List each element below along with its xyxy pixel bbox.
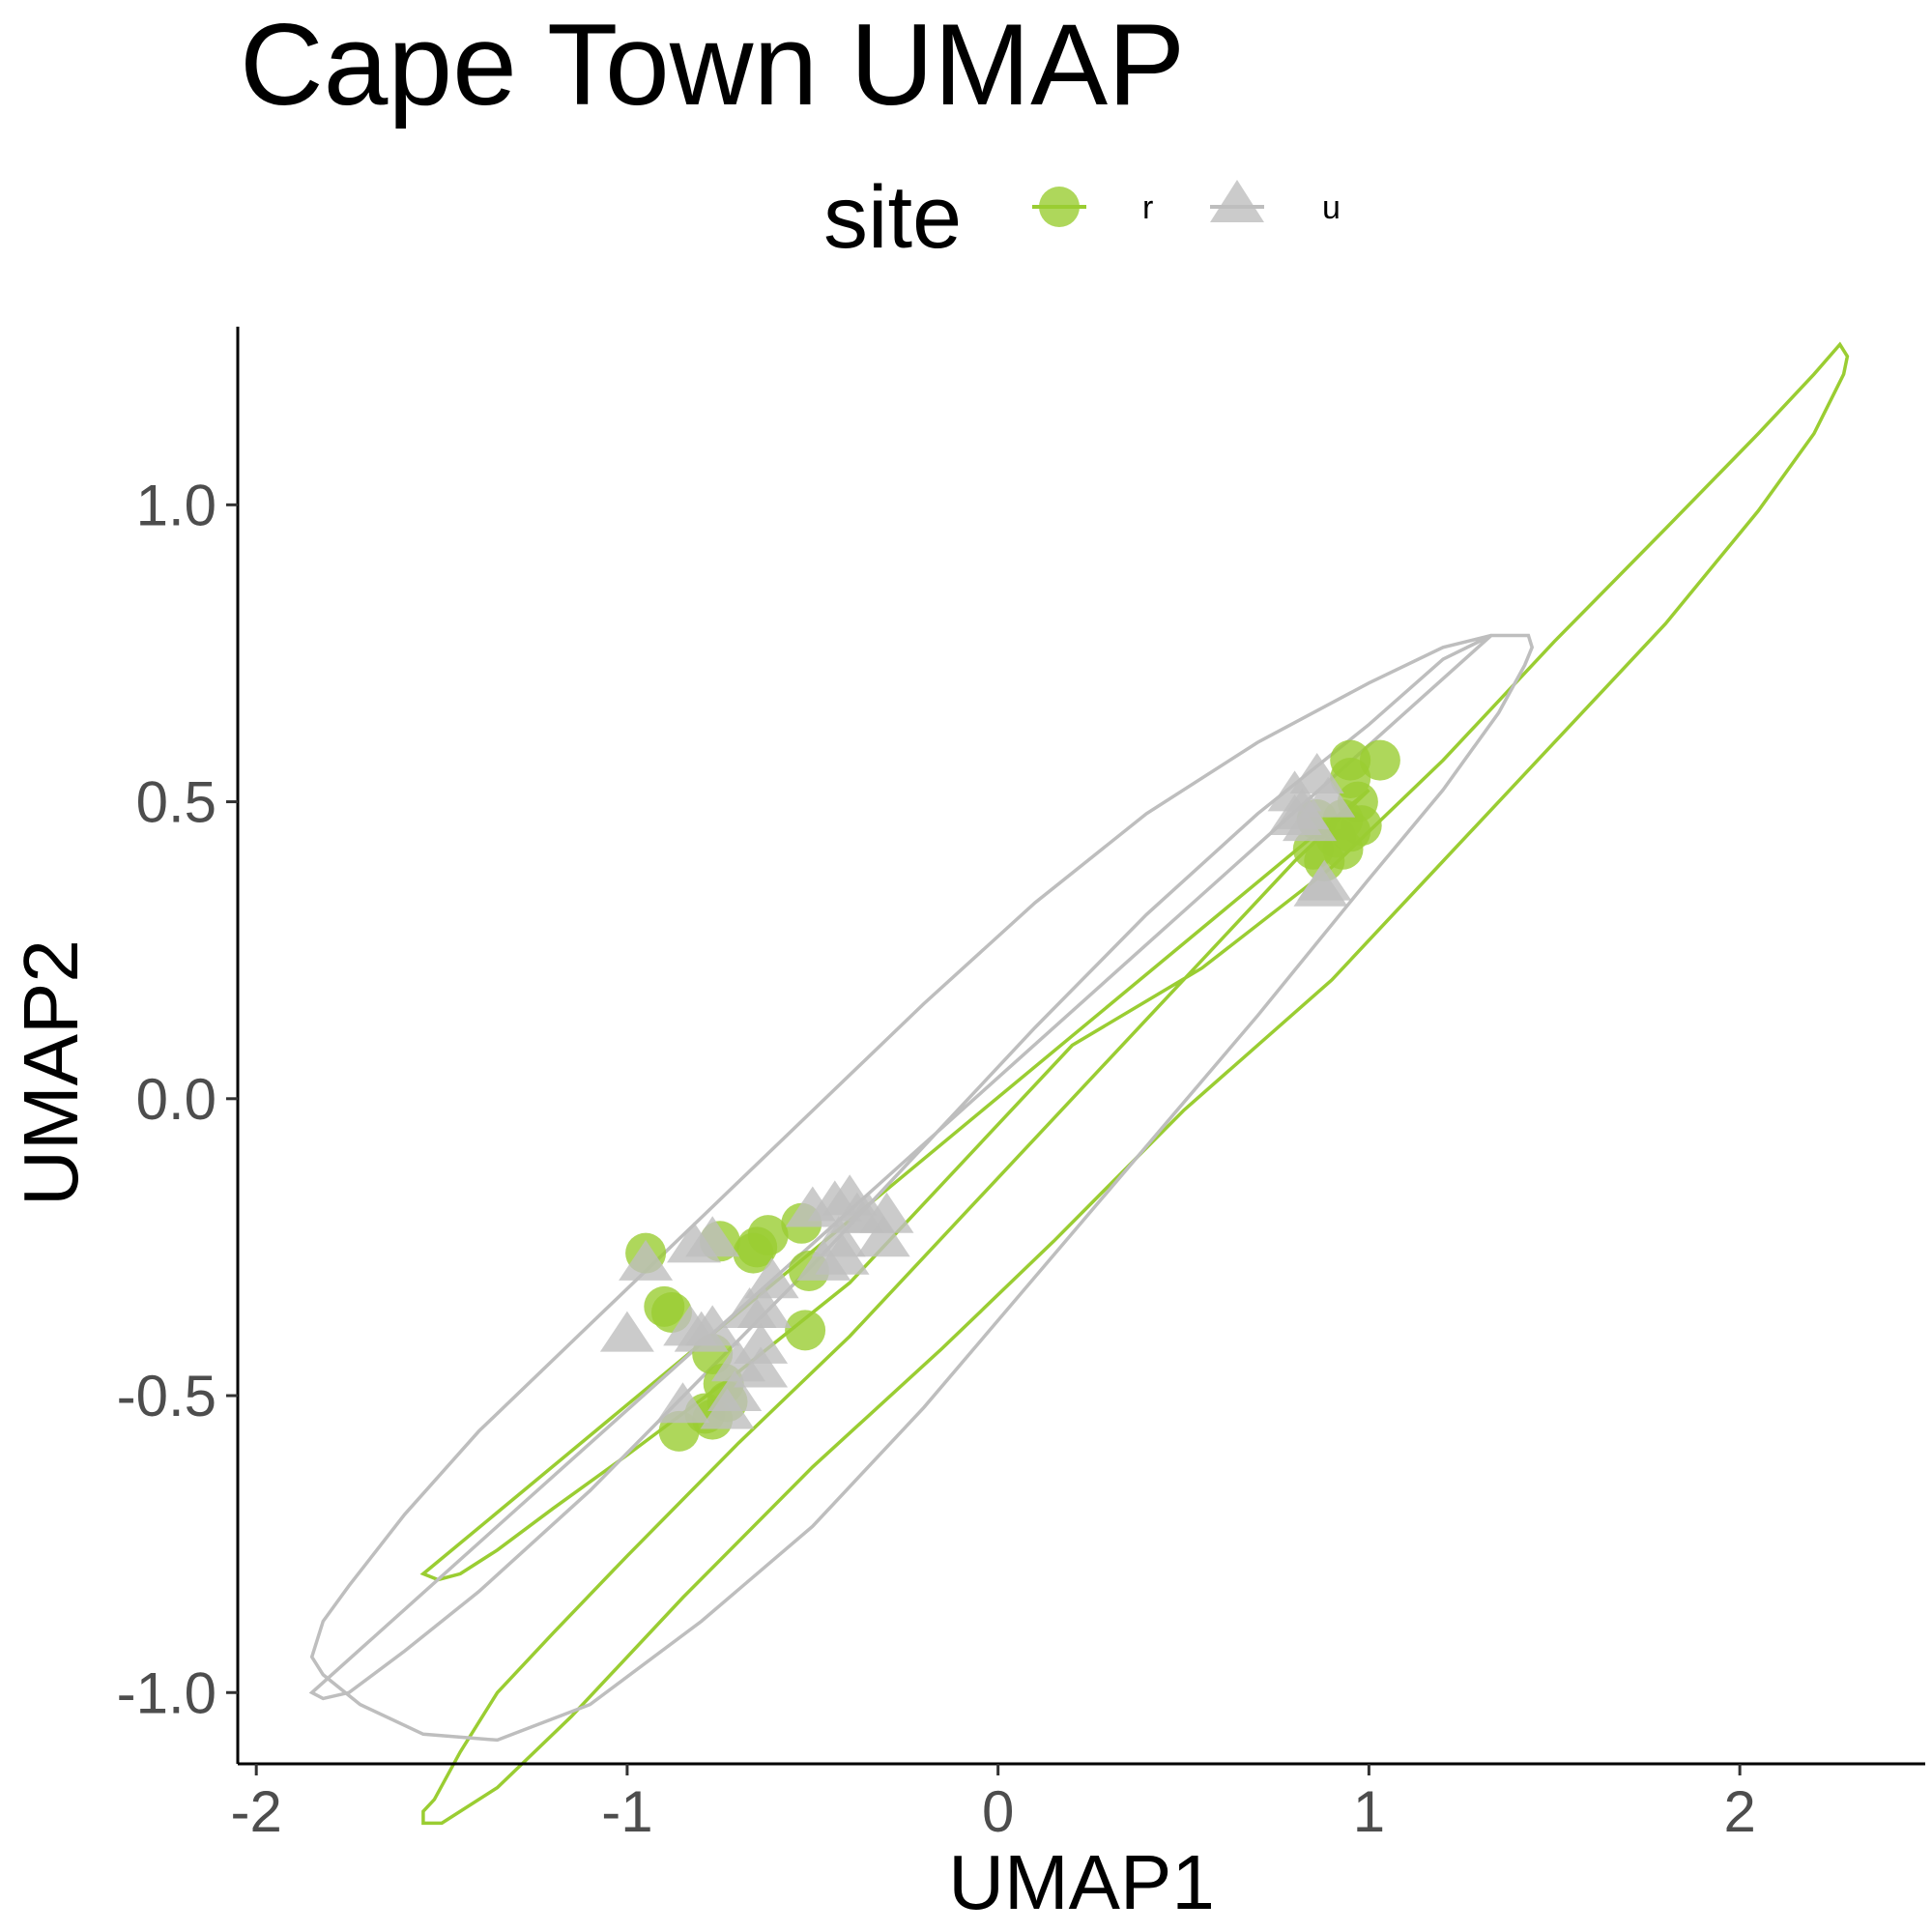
confidence-ellipse-u [308,633,1535,1743]
x-tick-label: 2 [1723,1779,1755,1844]
y-tick-label: -0.5 [117,1364,216,1428]
confidence-ellipse-r [419,341,1850,1826]
legend-key-circle-r [1039,187,1080,227]
legend-title: site [823,168,962,267]
x-axis-title: UMAP1 [948,1839,1215,1925]
x-axis-ticks: -2 -1 0 1 2 [231,1764,1756,1844]
data-point-u-31 [1267,794,1322,835]
data-point-u-16 [722,1287,777,1328]
data-point-u-29 [1301,776,1356,818]
legend: site r u [823,168,1341,267]
data-point-u-14 [744,1257,799,1299]
legend-entry-u: u [1210,180,1341,226]
y-tick-label: 0.5 [136,770,216,835]
data-point-r-9 [785,1310,826,1351]
x-tick-label: 0 [982,1779,1014,1844]
data-point-u-10 [855,1216,910,1257]
data-point-u-25 [700,1388,755,1429]
data-point-u-24 [655,1382,710,1424]
data-point-u-1 [599,1311,654,1352]
x-tick-label: -2 [231,1779,282,1844]
data-point-u-9 [859,1192,914,1233]
data-point-u-19 [685,1305,740,1346]
data-point-u-13 [815,1233,870,1275]
data-point-r-17 [1359,739,1400,781]
data-point-u-33 [1297,859,1352,901]
data-point-u-20 [734,1322,789,1364]
legend-label-u: u [1322,189,1341,226]
y-axis-title: UMAP2 [8,939,94,1206]
chart-title: Cape Town UMAP [240,0,1185,130]
x-tick-label: 1 [1353,1779,1385,1844]
point-layer [599,739,1400,1452]
data-point-u-0 [619,1239,674,1281]
legend-key-triangle-u [1210,180,1264,222]
data-point-u-22 [734,1346,789,1388]
data-point-u-3 [685,1216,740,1257]
y-axis-ticks: -1.0 -0.5 0.0 0.5 1.0 [117,473,238,1725]
legend-entry-r: r [1032,187,1153,227]
data-point-r-4 [733,1232,774,1274]
x-tick-label: -1 [601,1779,652,1844]
data-point-r-27 [1330,811,1371,852]
ellipse-layer [308,341,1850,1826]
y-tick-label: 1.0 [136,473,216,537]
y-tick-label: -1.0 [117,1660,216,1725]
legend-label-r: r [1142,189,1153,226]
y-tick-label: 0.0 [136,1067,216,1132]
